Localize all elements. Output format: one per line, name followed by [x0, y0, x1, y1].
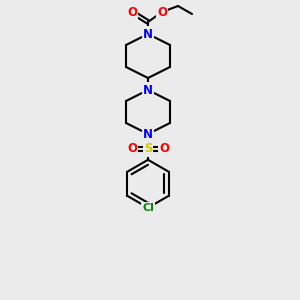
Text: O: O [157, 5, 167, 19]
Text: O: O [127, 5, 137, 19]
Text: N: N [143, 128, 153, 140]
Text: S: S [144, 142, 152, 155]
Text: Cl: Cl [142, 203, 154, 213]
Text: O: O [159, 142, 169, 155]
Text: N: N [143, 28, 153, 40]
Text: O: O [127, 142, 137, 155]
Text: N: N [143, 83, 153, 97]
